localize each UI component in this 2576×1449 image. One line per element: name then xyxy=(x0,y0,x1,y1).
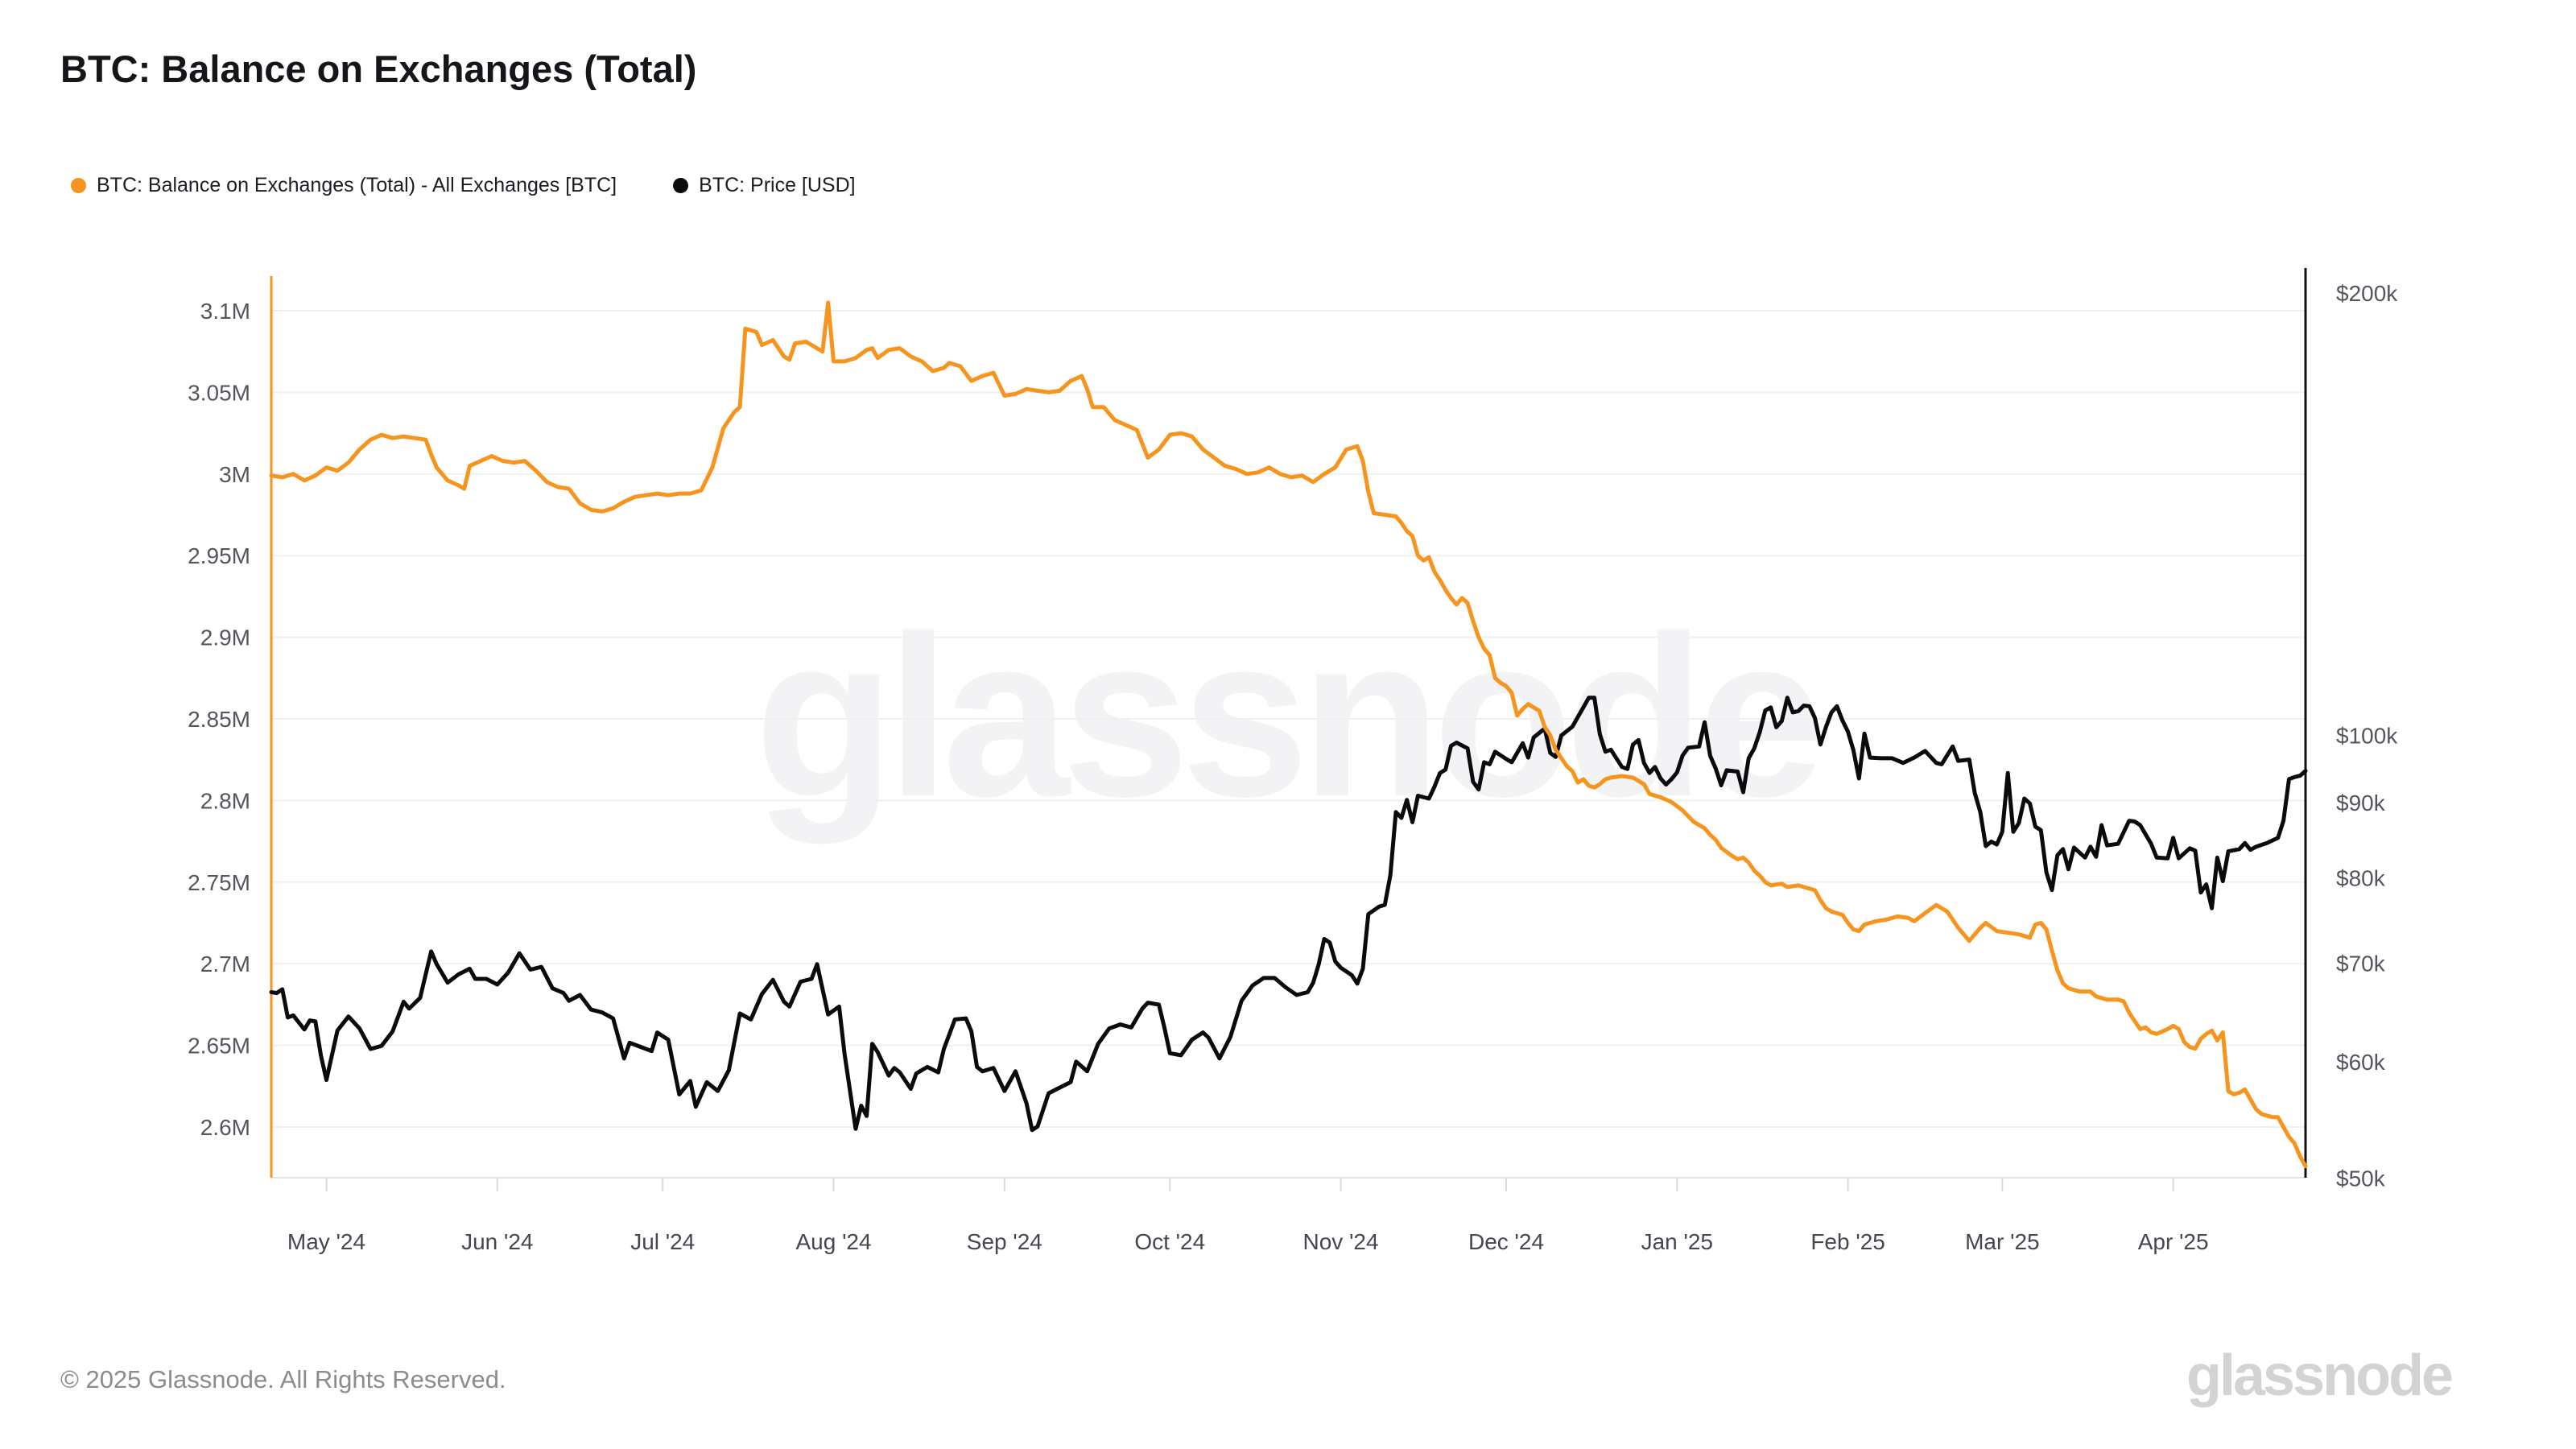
left-axis-label: 3.1M xyxy=(200,299,250,324)
left-axis-label: 2.7M xyxy=(200,952,250,976)
watermark-text: glassnode xyxy=(754,588,1818,845)
copyright-text: © 2025 Glassnode. All Rights Reserved. xyxy=(60,1365,506,1393)
x-axis-label: Nov '24 xyxy=(1303,1229,1379,1254)
right-axis-label: $50k xyxy=(2336,1166,2386,1191)
left-axis-label: 2.85M xyxy=(188,707,250,732)
left-axis-label: 2.6M xyxy=(200,1115,250,1140)
x-axis-label: Jun '24 xyxy=(461,1229,533,1254)
left-axis-label: 2.9M xyxy=(200,625,250,650)
right-axis-label: $90k xyxy=(2336,791,2386,815)
price-line-path xyxy=(269,696,2308,1133)
legend-label-balance: BTC: Balance on Exchanges (Total) - All … xyxy=(97,174,617,196)
x-axis-label: Oct '24 xyxy=(1134,1229,1205,1254)
chart-title: BTC: Balance on Exchanges (Total) xyxy=(60,47,697,90)
legend-item-price[interactable]: BTC: Price [USD] xyxy=(673,174,856,197)
x-axis-label: Apr '25 xyxy=(2138,1229,2209,1254)
left-axis-label: 2.95M xyxy=(188,543,250,568)
x-axis-label: May '24 xyxy=(287,1229,365,1254)
left-axis-label: 3.05M xyxy=(188,380,250,405)
left-axis-label: 2.8M xyxy=(200,788,250,813)
x-axis-label: Mar '25 xyxy=(1965,1229,2040,1254)
x-axis-label: Feb '25 xyxy=(1810,1229,1885,1254)
x-axis-label: Aug '24 xyxy=(795,1229,871,1254)
x-axis-label: Sep '24 xyxy=(967,1229,1042,1254)
left-axis-label: 3M xyxy=(219,462,250,487)
legend-label-price: BTC: Price [USD] xyxy=(699,174,856,196)
legend-item-balance[interactable]: BTC: Balance on Exchanges (Total) - All … xyxy=(71,174,617,197)
right-axis-label: $70k xyxy=(2336,952,2386,976)
balance-legend-dot-icon xyxy=(71,178,86,193)
x-axis-label: Dec '24 xyxy=(1468,1229,1544,1254)
right-axis-label: $100k xyxy=(2336,724,2398,749)
legend: BTC: Balance on Exchanges (Total) - All … xyxy=(71,174,856,197)
glassnode-logo: glassnode xyxy=(2186,1344,2454,1408)
x-axis-label: Jul '24 xyxy=(630,1229,695,1254)
balance-line-path xyxy=(269,300,2308,1169)
right-axis-label: $80k xyxy=(2336,866,2386,891)
left-axis-label: 2.75M xyxy=(188,870,250,895)
right-axis-label: $200k xyxy=(2336,281,2398,306)
right-axis-label: $60k xyxy=(2336,1050,2386,1075)
left-axis-label: 2.65M xyxy=(188,1034,250,1059)
x-axis-label: Jan '25 xyxy=(1641,1229,1713,1254)
price-legend-dot-icon xyxy=(673,178,689,193)
